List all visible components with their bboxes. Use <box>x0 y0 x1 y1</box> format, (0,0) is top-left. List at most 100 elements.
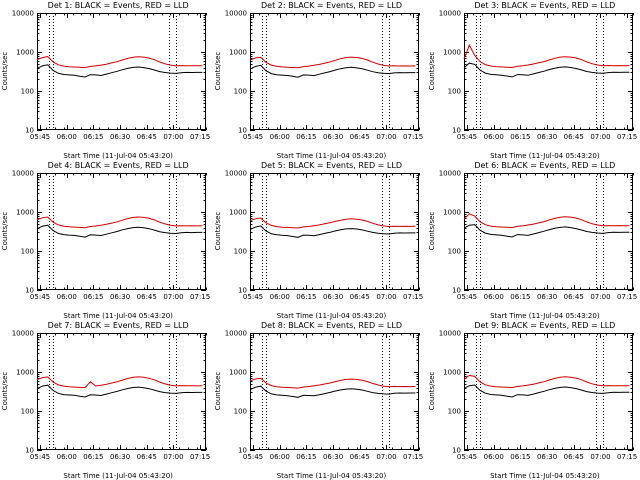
chart-title: Det 6: BLACK = Events, RED = LLD <box>474 161 616 170</box>
y-tick-label: 1000 <box>230 49 248 57</box>
lld-series <box>463 213 630 229</box>
x-tick-label: 06:30 <box>110 293 130 301</box>
plot-frame <box>250 13 420 130</box>
x-tick-label: 07:00 <box>377 453 397 461</box>
y-tick-label: 10 <box>25 287 34 295</box>
y-tick-label: 1000 <box>16 369 34 377</box>
x-tick-label: 06:30 <box>323 133 343 141</box>
plot-svg: 10 100 1000 10000 05:45 06:00 06:15 06:30 06:45 0… <box>225 10 424 142</box>
x-tick-label: 06:45 <box>563 293 583 301</box>
x-tick-label: 07:15 <box>617 293 637 301</box>
plot-svg: 10 100 1000 10000 05:45 06:00 06:15 06:30 06:45 0… <box>12 10 211 142</box>
x-tick-label: 07:15 <box>617 453 637 461</box>
events-series <box>36 224 203 238</box>
chart-panel-det-6: Det 6: BLACK = Events, RED = LLD Counts/… <box>427 160 640 320</box>
x-axis-label: Start Time (11-Jul-04 05:43:20) <box>490 312 600 320</box>
y-tick-label: 10 <box>452 127 461 135</box>
x-tick-label: 06:00 <box>483 293 503 301</box>
plot-svg: 10 100 1000 10000 05:45 06:00 06:15 06:30 06:45 0… <box>438 170 637 302</box>
x-tick-label: 06:30 <box>537 293 557 301</box>
y-tick-label: 100 <box>21 248 34 256</box>
x-tick-label: 06:00 <box>57 453 77 461</box>
x-tick-label: 06:00 <box>57 133 77 141</box>
x-tick-label: 05:45 <box>457 293 477 301</box>
plot-frame <box>250 333 420 450</box>
x-tick-label: 06:15 <box>510 453 530 461</box>
x-tick-label: 07:00 <box>590 133 610 141</box>
chart-title: Det 4: BLACK = Events, RED = LLD <box>47 161 189 170</box>
y-tick-label: 10000 <box>225 330 247 338</box>
events-series <box>36 384 203 398</box>
y-tick-label: 1000 <box>16 49 34 57</box>
y-tick-label: 1000 <box>443 49 461 57</box>
y-tick-label: 10 <box>238 127 247 135</box>
x-tick-label: 06:00 <box>57 293 77 301</box>
y-tick-label: 1000 <box>230 209 248 217</box>
x-tick-label: 06:45 <box>563 453 583 461</box>
x-tick-label: 06:45 <box>137 293 157 301</box>
x-tick-label: 06:45 <box>350 133 370 141</box>
x-tick-label: 06:30 <box>537 133 557 141</box>
x-tick-label: 05:45 <box>30 453 50 461</box>
x-tick-label: 06:15 <box>297 133 317 141</box>
x-tick-label: 05:45 <box>243 453 263 461</box>
x-axis-label: Start Time (11-Jul-04 05:43:20) <box>276 312 387 320</box>
x-tick-label: 07:15 <box>190 293 210 301</box>
x-tick-label: 07:00 <box>163 133 183 141</box>
y-tick-label: 10000 <box>12 170 34 178</box>
x-tick-label: 06:00 <box>270 133 290 141</box>
events-series <box>463 384 630 398</box>
chart-title: Det 9: BLACK = Events, RED = LLD <box>474 321 616 330</box>
y-tick-label: 10000 <box>225 170 247 178</box>
lld-series <box>250 56 416 69</box>
plot-frame <box>37 13 206 130</box>
events-series <box>250 64 416 78</box>
plot-frame <box>463 13 633 130</box>
chart-panel-det-2: Det 2: BLACK = Events, RED = LLD Counts/… <box>213 0 426 160</box>
x-tick-label: 06:00 <box>483 133 503 141</box>
y-tick-label: 10 <box>452 447 461 455</box>
lld-series <box>250 217 416 229</box>
x-tick-label: 05:45 <box>457 453 477 461</box>
x-tick-label: 06:45 <box>350 293 370 301</box>
x-tick-label: 07:00 <box>377 133 397 141</box>
y-tick-label: 10000 <box>12 330 34 338</box>
y-tick-label: 100 <box>234 88 247 96</box>
y-tick-label: 10 <box>25 127 34 135</box>
x-tick-label: 06:15 <box>297 453 317 461</box>
y-tick-label: 10000 <box>438 10 460 18</box>
lld-series <box>36 376 203 389</box>
events-series <box>463 62 630 78</box>
x-tick-label: 07:00 <box>590 293 610 301</box>
y-tick-label: 10 <box>238 287 247 295</box>
events-series <box>463 224 630 238</box>
y-tick-label: 100 <box>21 88 34 96</box>
x-tick-label: 07:15 <box>403 133 423 141</box>
x-axis-label: Start Time (11-Jul-04 05:43:20) <box>276 152 387 160</box>
x-tick-label: 06:45 <box>137 453 157 461</box>
x-tick-label: 07:00 <box>590 453 610 461</box>
chart-panel-det-1: Det 1: BLACK = Events, RED = LLD Counts/… <box>0 0 213 160</box>
plot-frame <box>37 173 206 290</box>
events-series <box>36 64 203 78</box>
chart-title: Det 3: BLACK = Events, RED = LLD <box>474 1 616 10</box>
chart-panel-det-3: Det 3: BLACK = Events, RED = LLD Counts/… <box>427 0 640 160</box>
x-tick-label: 06:30 <box>323 293 343 301</box>
events-series <box>250 225 416 238</box>
chart-panel-det-9: Det 9: BLACK = Events, RED = LLD Counts/… <box>427 320 640 480</box>
x-tick-label: 07:15 <box>403 293 423 301</box>
x-tick-label: 06:45 <box>137 133 157 141</box>
x-tick-label: 06:30 <box>110 453 130 461</box>
chart-title: Det 5: BLACK = Events, RED = LLD <box>261 161 402 170</box>
x-tick-label: 06:30 <box>323 453 343 461</box>
x-tick-label: 06:15 <box>510 133 530 141</box>
y-tick-label: 10 <box>452 287 461 295</box>
x-tick-label: 06:45 <box>350 453 370 461</box>
chart-panel-det-8: Det 8: BLACK = Events, RED = LLD Counts/… <box>213 320 426 480</box>
y-tick-label: 10000 <box>225 10 247 18</box>
plot-frame <box>463 173 633 290</box>
y-tick-label: 10 <box>238 447 247 455</box>
chart-title: Det 7: BLACK = Events, RED = LLD <box>47 321 189 330</box>
x-tick-label: 06:30 <box>110 133 130 141</box>
x-tick-label: 06:45 <box>563 133 583 141</box>
